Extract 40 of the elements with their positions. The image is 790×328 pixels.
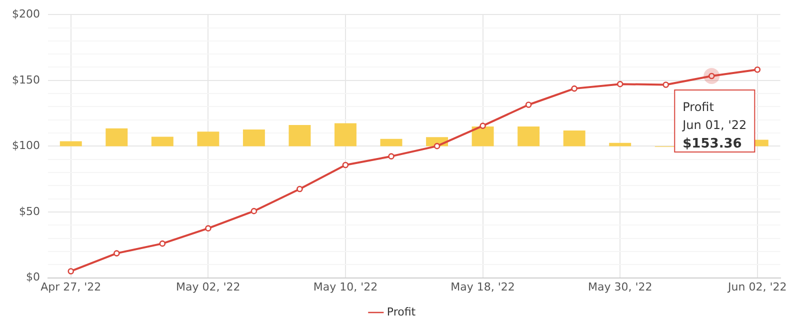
y-tick-label: $100 [12,139,40,152]
point [525,102,532,108]
annotation: Profit Jun 01, '22 $153.36 [682,100,747,152]
bar [60,141,82,146]
bar [609,142,632,146]
x-tick-label: May 10, '22 [313,280,378,294]
x-tick-label: Apr 27, '22 [40,280,102,294]
bar [197,132,220,146]
y-tick-label: $200 [12,7,40,20]
y-tick-label: $50 [18,204,40,218]
point [205,225,212,232]
point [68,268,74,274]
point [159,240,166,247]
y-tick-label: $0 [26,270,40,284]
point [754,66,761,73]
point [250,208,258,214]
point [434,142,440,150]
bar [106,128,128,146]
x-tick-label: May 18, '22 [450,280,515,294]
point [662,82,670,88]
bar [472,126,494,146]
x-tick-label: May 02, '22 [176,280,240,294]
y-tick-label: $150 [12,73,40,86]
bar [380,138,402,146]
bar [288,125,311,146]
point [616,80,624,88]
bar [151,136,174,146]
bar [563,130,586,146]
point [388,153,394,160]
bar [242,129,265,146]
x-tick-label: Jun 02, '22 [727,280,787,294]
legend-label: Profit [386,305,416,318]
point [342,162,349,168]
point [480,122,486,129]
x-tick-label: May 30, '22 [588,280,652,294]
bar [334,123,356,146]
point [296,186,303,192]
point [113,250,120,256]
bar [518,126,540,146]
point [571,85,578,92]
